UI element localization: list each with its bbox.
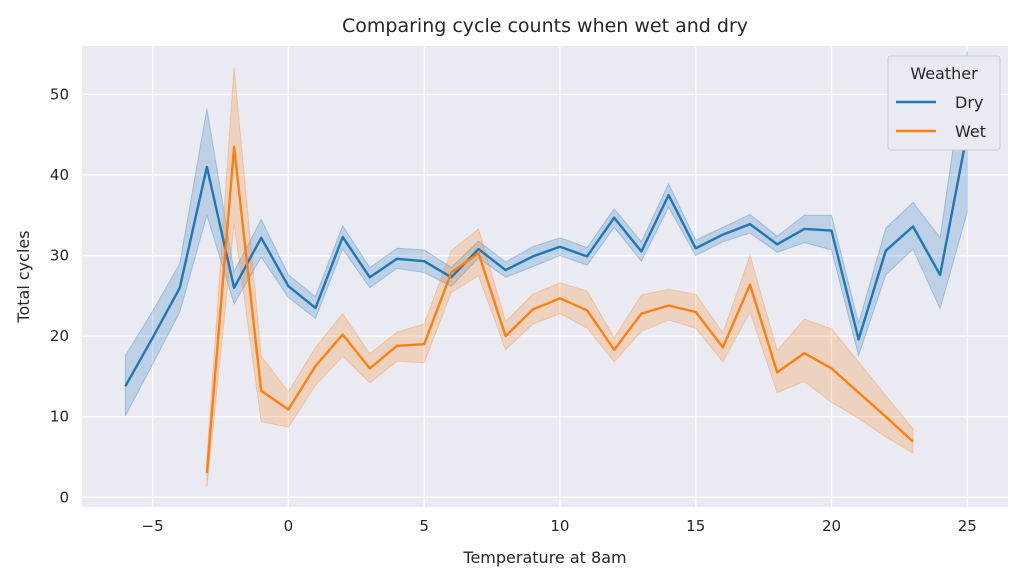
legend-items: Dry Wet xyxy=(896,93,986,141)
confidence-band-wet xyxy=(206,67,914,487)
y-axis-ticks: 0 10 20 30 40 50 xyxy=(50,85,69,506)
y-tick-label: 40 xyxy=(50,166,69,184)
x-axis-ticks: −5 0 5 10 15 20 25 xyxy=(142,517,977,535)
x-tick-label: −5 xyxy=(142,517,164,535)
x-tick-label: 0 xyxy=(284,517,294,535)
x-tick-label: 10 xyxy=(550,517,569,535)
legend-title: Weather xyxy=(910,64,978,83)
x-axis-label: Temperature at 8am xyxy=(462,548,626,567)
confidence-band-dry xyxy=(124,50,968,417)
y-tick-label: 30 xyxy=(50,247,69,265)
y-tick-label: 0 xyxy=(59,488,69,506)
y-tick-label: 20 xyxy=(50,327,69,345)
series-line-dry xyxy=(124,131,969,387)
y-axis-label: Total cycles xyxy=(14,230,33,323)
confidence-bands xyxy=(124,50,968,487)
series-lines xyxy=(124,131,969,474)
legend-label-wet: Wet xyxy=(955,122,986,141)
x-tick-label: 20 xyxy=(822,517,841,535)
x-tick-label: 25 xyxy=(958,517,977,535)
y-tick-label: 50 xyxy=(50,85,69,103)
x-tick-label: 5 xyxy=(419,517,429,535)
plot-background xyxy=(82,46,1008,507)
x-tick-label: 15 xyxy=(686,517,705,535)
legend-label-dry: Dry xyxy=(955,93,983,112)
series-line-wet xyxy=(205,145,914,474)
legend: Weather Dry Wet xyxy=(887,55,1001,151)
gridlines xyxy=(82,46,1008,507)
legend-box xyxy=(887,55,1001,151)
y-tick-label: 10 xyxy=(50,408,69,426)
chart-title: Comparing cycle counts when wet and dry xyxy=(342,15,748,37)
